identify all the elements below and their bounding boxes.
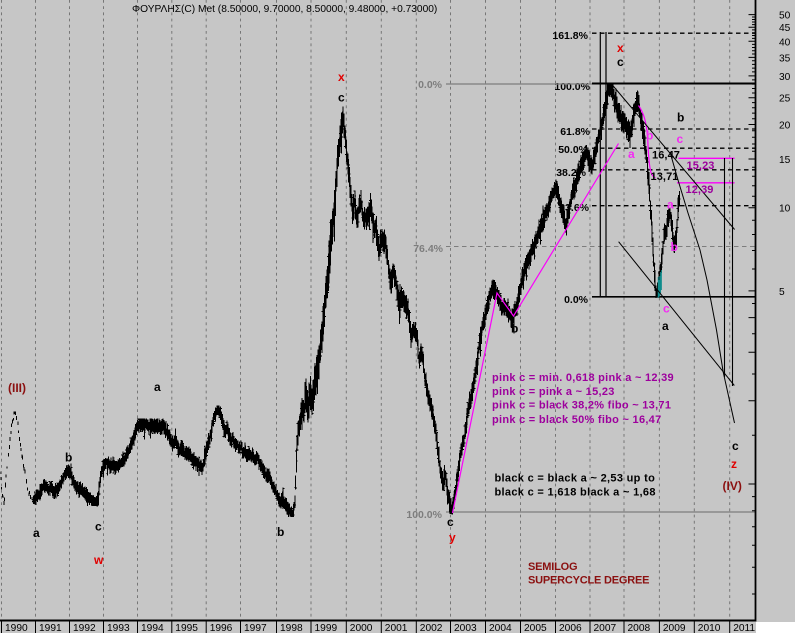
svg-text:1996: 1996 — [210, 623, 233, 633]
svg-text:2007: 2007 — [594, 623, 617, 633]
svg-text:(III): (III) — [8, 381, 26, 395]
svg-text:16,47: 16,47 — [652, 149, 680, 161]
svg-text:1999: 1999 — [315, 623, 338, 633]
svg-text:SEMILOG: SEMILOG — [528, 561, 577, 573]
svg-text:(IV): (IV) — [723, 479, 742, 493]
svg-text:c: c — [338, 91, 345, 105]
svg-text:10: 10 — [779, 204, 791, 215]
svg-text:61.8%: 61.8% — [560, 126, 590, 138]
svg-text:c: c — [447, 515, 454, 529]
svg-text:1995: 1995 — [175, 623, 198, 633]
svg-text:0.0%: 0.0% — [418, 79, 443, 91]
svg-text:c: c — [617, 55, 624, 69]
svg-text:1990: 1990 — [5, 623, 28, 633]
svg-text:2005: 2005 — [524, 623, 547, 633]
svg-text:23.6%: 23.6% — [559, 202, 589, 214]
svg-text:c: c — [732, 439, 739, 453]
svg-text:a: a — [489, 283, 496, 297]
svg-text:b: b — [277, 525, 284, 539]
svg-text:2009: 2009 — [663, 623, 686, 633]
svg-text:40: 40 — [779, 37, 791, 48]
svg-text:30: 30 — [779, 72, 791, 83]
svg-text:100.0%: 100.0% — [406, 509, 442, 521]
svg-text:45: 45 — [779, 23, 791, 34]
svg-text:w: w — [93, 553, 104, 567]
svg-text:1994: 1994 — [141, 623, 164, 633]
svg-text:pink c = pink a ~ 15,23: pink c = pink a ~ 15,23 — [492, 386, 615, 398]
svg-text:35: 35 — [779, 53, 791, 64]
svg-text:13,71: 13,71 — [651, 171, 679, 183]
svg-text:2003: 2003 — [454, 623, 477, 633]
svg-text:c: c — [95, 520, 102, 534]
svg-text:x: x — [617, 41, 624, 55]
svg-text:15: 15 — [779, 155, 791, 166]
svg-text:2006: 2006 — [559, 623, 582, 633]
svg-text:50: 50 — [779, 11, 791, 22]
svg-text:0.0%: 0.0% — [564, 294, 589, 306]
svg-text:100.0%: 100.0% — [554, 81, 590, 93]
svg-text:pink c = min. 0,618 pink a ~ 1: pink c = min. 0,618 pink a ~ 12,39 — [492, 372, 674, 384]
svg-text:5: 5 — [779, 287, 785, 298]
svg-text:50.0%: 50.0% — [558, 144, 588, 156]
svg-text:2008: 2008 — [628, 623, 651, 633]
svg-text:z: z — [731, 457, 737, 471]
svg-text:2002: 2002 — [420, 623, 443, 633]
svg-text:25: 25 — [779, 94, 791, 105]
svg-text:1991: 1991 — [39, 623, 62, 633]
svg-text:b: b — [65, 451, 72, 465]
svg-text:b: b — [671, 240, 678, 254]
svg-text:15,23: 15,23 — [687, 160, 715, 172]
svg-text:2000: 2000 — [350, 623, 373, 633]
svg-text:1998: 1998 — [280, 623, 303, 633]
svg-text:2010: 2010 — [698, 623, 721, 633]
svg-text:pink c = black 50% fibo ~ 16,4: pink c = black 50% fibo ~ 16,47 — [492, 414, 661, 426]
svg-text:1997: 1997 — [244, 623, 267, 633]
svg-text:black c = 1,618 black a ~ 1,68: black c = 1,618 black a ~ 1,68 — [495, 487, 656, 499]
svg-text:c: c — [677, 132, 684, 146]
svg-text:pink c = black 38,2% fibo ~ 13: pink c = black 38,2% fibo ~ 13,71 — [492, 400, 671, 412]
svg-text:2004: 2004 — [489, 623, 512, 633]
svg-text:a: a — [667, 198, 674, 212]
svg-text:black c = black a ~ 2,53 up to: black c = black a ~ 2,53 up to — [495, 473, 656, 485]
svg-text:12,39: 12,39 — [686, 184, 714, 196]
svg-text:c: c — [663, 302, 670, 316]
svg-text:2011: 2011 — [733, 623, 755, 633]
svg-text:1992: 1992 — [73, 623, 96, 633]
svg-text:ΦΟΥΡΛΗΣ(C) Met (8.50000, 9.700: ΦΟΥΡΛΗΣ(C) Met (8.50000, 9.70000, 8.5000… — [132, 4, 437, 15]
svg-text:161.8%: 161.8% — [552, 30, 588, 42]
svg-text:a: a — [154, 380, 161, 394]
svg-text:x: x — [338, 70, 345, 84]
svg-text:1993: 1993 — [107, 623, 130, 633]
svg-text:a: a — [33, 526, 40, 540]
svg-text:SUPERCYCLE DEGREE: SUPERCYCLE DEGREE — [528, 575, 649, 587]
svg-text:b: b — [511, 322, 518, 336]
svg-text:a: a — [628, 147, 635, 161]
svg-text:2001: 2001 — [385, 623, 408, 633]
svg-text:76.4%: 76.4% — [413, 243, 443, 255]
svg-text:y: y — [449, 531, 456, 545]
svg-text:a: a — [662, 319, 669, 333]
svg-text:20: 20 — [779, 121, 791, 132]
svg-text:b: b — [677, 111, 684, 125]
svg-text:b: b — [646, 129, 653, 143]
